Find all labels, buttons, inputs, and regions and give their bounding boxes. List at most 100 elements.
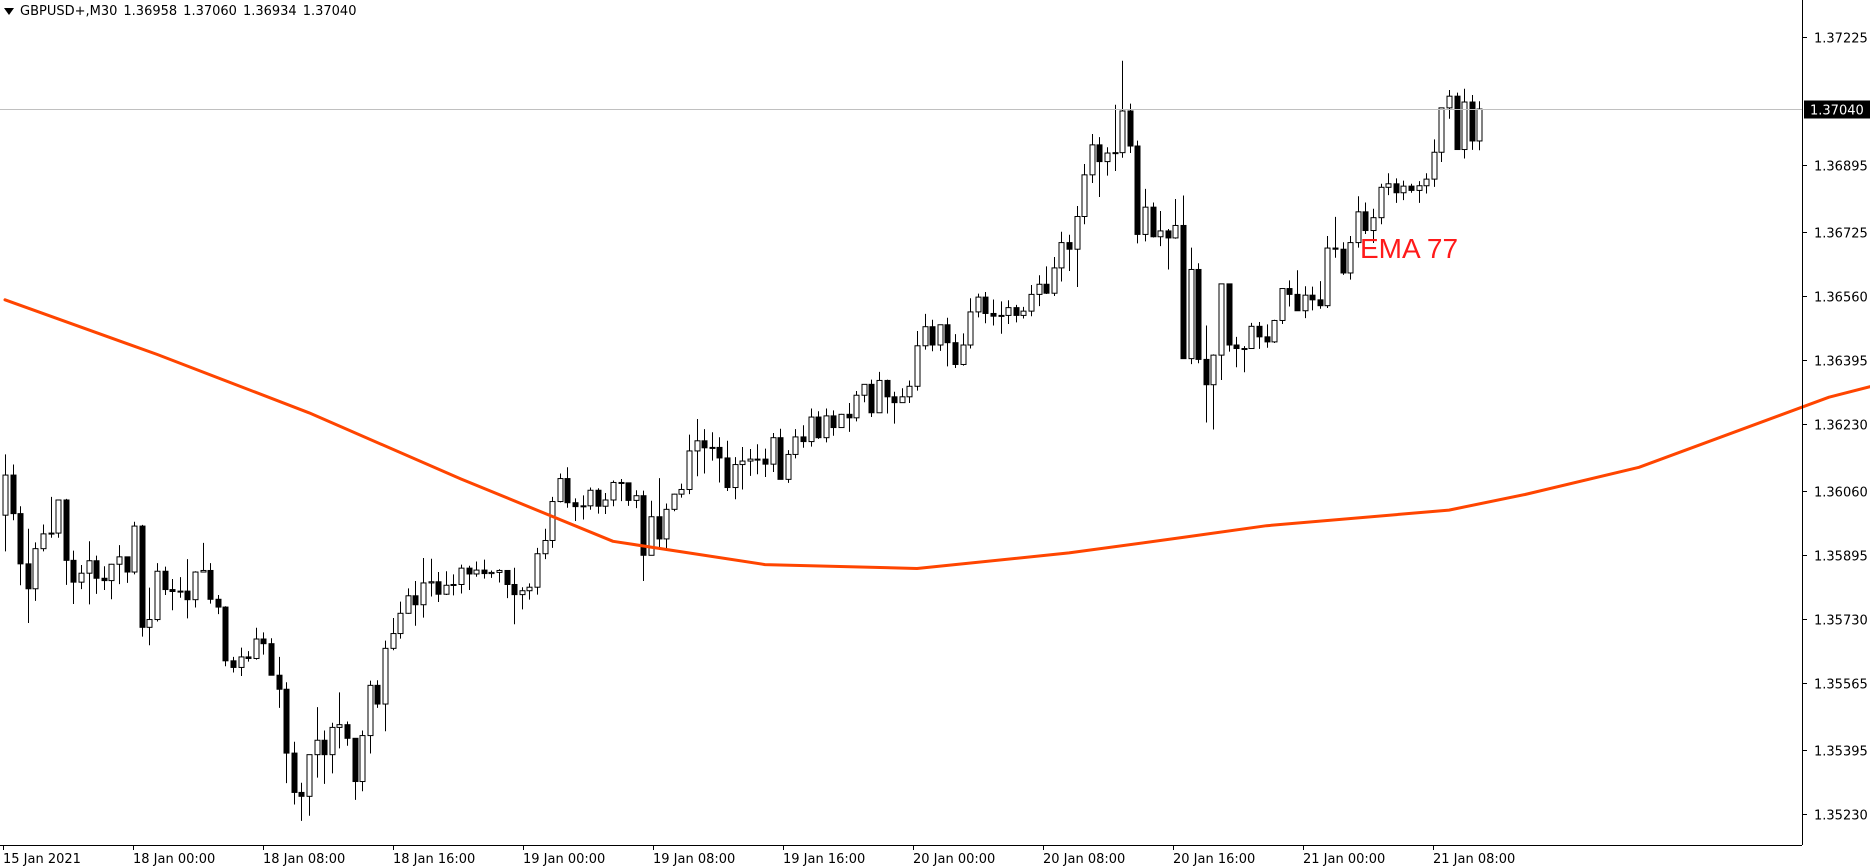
y-tick-label: 1.36395	[1814, 355, 1868, 370]
candle	[595, 488, 602, 514]
candle	[671, 493, 678, 512]
y-tick-label: 1.36060	[1814, 486, 1868, 501]
candle-body	[1142, 206, 1149, 235]
candle-body	[1264, 336, 1271, 343]
candle	[192, 571, 199, 608]
candle-body	[1203, 358, 1210, 386]
candle	[146, 587, 153, 646]
candle-body	[785, 453, 792, 480]
candle	[648, 500, 655, 556]
y-tick-label: 1.35395	[1814, 745, 1868, 760]
candle-body	[192, 571, 199, 601]
candle-body	[428, 581, 435, 584]
candle-body	[1362, 211, 1369, 232]
price-axis: 1.37225 1.36895 1.36725 1.36560 1.36395 1.362…	[1802, 32, 1870, 824]
candle	[352, 737, 359, 800]
candle	[314, 707, 321, 778]
candle-body	[861, 383, 868, 396]
candle-body	[207, 569, 214, 600]
candle-body	[564, 478, 571, 504]
candle	[1362, 202, 1369, 235]
candle	[1058, 231, 1065, 282]
candle-body	[838, 413, 845, 429]
candle	[549, 496, 556, 548]
candle-body	[1416, 185, 1423, 191]
candle-body	[1378, 186, 1385, 219]
candle	[86, 541, 93, 605]
candle	[1233, 336, 1240, 368]
candle-body	[131, 525, 138, 573]
candle-body	[154, 570, 161, 621]
x-tick-label: 21 Jan 08:00	[1433, 852, 1515, 867]
current-price-tag: 1.37040	[1804, 100, 1870, 119]
candle-body	[1210, 354, 1217, 386]
candle-body	[1340, 248, 1347, 274]
candle-body	[922, 326, 929, 347]
candle	[108, 563, 115, 600]
candle-body	[1074, 216, 1081, 250]
candle	[504, 569, 511, 599]
candle	[291, 741, 298, 805]
candle	[1324, 235, 1331, 309]
candle-body	[124, 556, 131, 573]
candle	[1302, 286, 1309, 319]
candle-body	[1324, 247, 1331, 307]
candle-body	[709, 446, 716, 449]
x-tick-label: 18 Jan 08:00	[263, 852, 345, 867]
candle-body	[1476, 108, 1483, 142]
candle	[876, 371, 883, 414]
candle-body	[1408, 185, 1415, 191]
candle	[929, 319, 936, 352]
candle	[200, 542, 207, 573]
candle-body	[1438, 107, 1445, 153]
candle-body	[701, 440, 708, 449]
candle	[1089, 133, 1096, 184]
candle-body	[678, 488, 685, 495]
candle	[367, 680, 374, 754]
candle-body	[32, 548, 39, 590]
candle-body	[1226, 283, 1233, 346]
candle-body	[435, 581, 442, 595]
candle	[412, 580, 419, 626]
candle	[830, 410, 837, 436]
candle	[1347, 235, 1354, 280]
candle-body	[48, 532, 55, 535]
candle	[1180, 195, 1187, 360]
y-tick-label: 1.37225	[1814, 32, 1868, 47]
candle-body	[1150, 206, 1157, 238]
dropdown-triangle-icon[interactable]	[4, 8, 14, 15]
candle-body	[283, 688, 290, 754]
candle	[557, 473, 564, 503]
candle	[70, 550, 77, 604]
candle-body	[686, 450, 693, 490]
candle	[321, 730, 328, 784]
candle-body	[1051, 267, 1058, 294]
candle	[55, 499, 62, 538]
candle-body	[420, 582, 427, 606]
candle	[1005, 300, 1012, 324]
candle	[960, 333, 967, 366]
candle-body	[1332, 247, 1339, 250]
candle-body	[367, 684, 374, 737]
candle-body	[1134, 145, 1141, 235]
candle	[298, 782, 305, 821]
candle	[32, 542, 39, 601]
candle-body	[1028, 293, 1035, 312]
candle-body	[458, 567, 465, 585]
candle-body	[1188, 268, 1195, 360]
candle-body	[884, 379, 891, 398]
x-tick-label: 20 Jan 16:00	[1173, 852, 1255, 867]
candle	[1286, 280, 1293, 307]
candle-body	[1385, 183, 1392, 188]
candle	[397, 601, 404, 639]
candle-body	[116, 556, 123, 565]
candle-body	[1446, 95, 1453, 109]
candle	[633, 490, 640, 509]
open-value: 1.36958	[123, 4, 178, 19]
candle	[694, 418, 701, 477]
candle-body	[230, 660, 237, 668]
candle-body	[1104, 152, 1111, 163]
candle-body	[245, 656, 252, 659]
candle-body	[519, 590, 526, 596]
